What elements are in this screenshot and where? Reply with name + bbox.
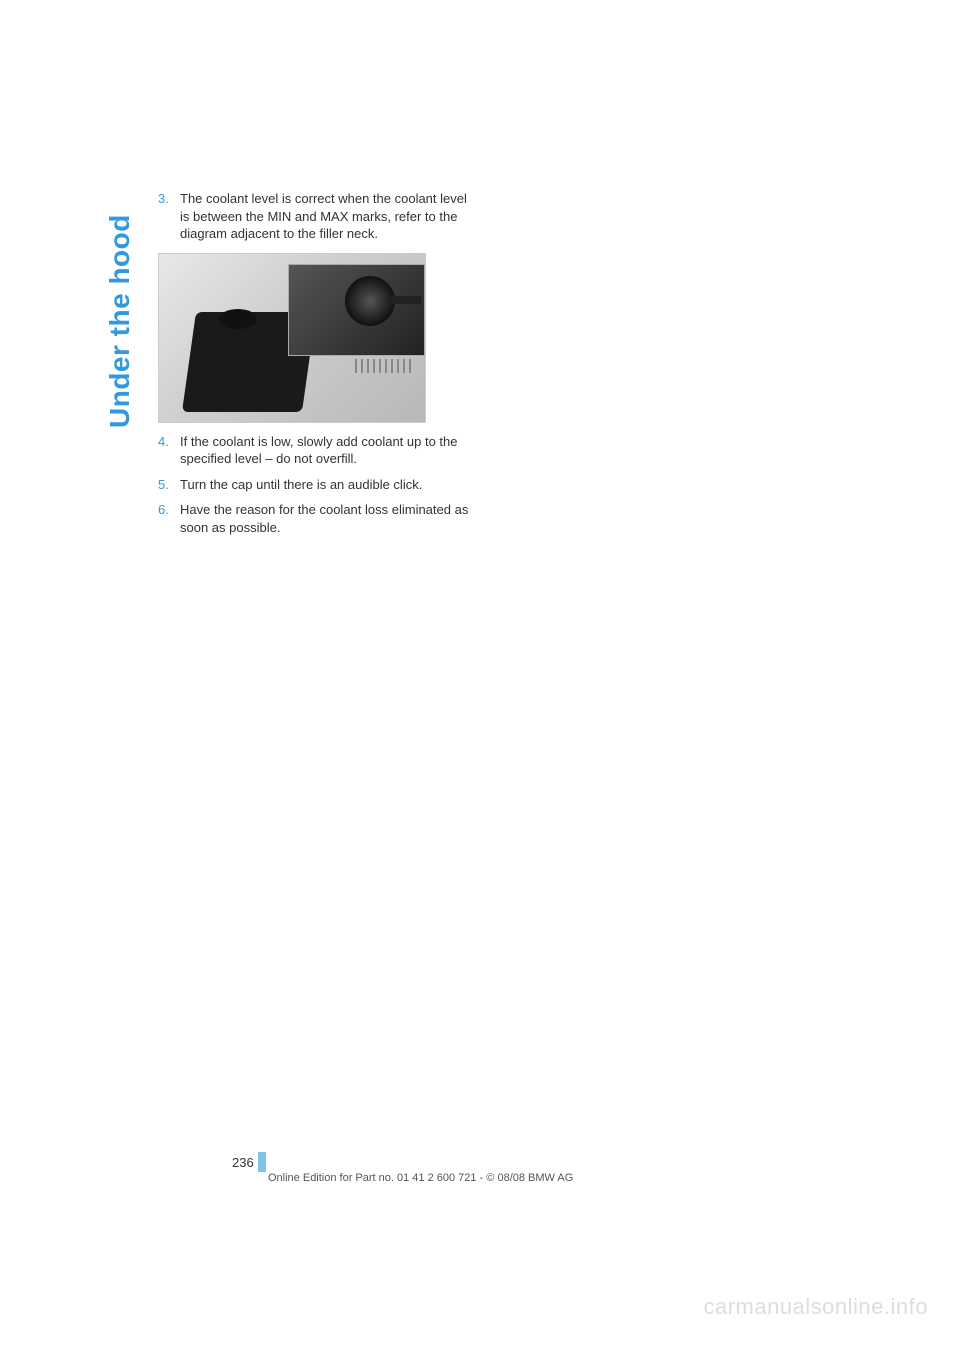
step-4: 4. If the coolant is low, slowly add coo… xyxy=(158,433,478,468)
footer-text: Online Edition for Part no. 01 41 2 600 … xyxy=(268,1172,573,1184)
step-text: If the coolant is low, slowly add coolan… xyxy=(180,433,478,468)
step-number: 4. xyxy=(158,433,180,451)
manual-page: Under the hood 3. The coolant level is c… xyxy=(0,0,960,1358)
page-number-block: 236 xyxy=(232,1152,266,1172)
section-label: Under the hood xyxy=(104,214,136,428)
step-number: 5. xyxy=(158,476,180,494)
reservoir-cap-shape xyxy=(219,309,257,329)
step-text: Turn the cap until there is an audible c… xyxy=(180,476,478,494)
step-number: 6. xyxy=(158,501,180,519)
step-text: Have the reason for the coolant loss eli… xyxy=(180,501,478,536)
coolant-reservoir-figure xyxy=(158,253,426,423)
step-text: The coolant level is correct when the co… xyxy=(180,190,478,243)
watermark: carmanualsonline.info xyxy=(703,1294,928,1320)
step-number: 3. xyxy=(158,190,180,208)
inset-level-marks xyxy=(355,359,415,373)
page-number: 236 xyxy=(232,1155,254,1170)
step-5: 5. Turn the cap until there is an audibl… xyxy=(158,476,478,494)
content-column: 3. The coolant level is correct when the… xyxy=(158,190,478,544)
page-marker xyxy=(258,1152,266,1172)
inset-cap-shape xyxy=(345,276,395,326)
step-6: 6. Have the reason for the coolant loss … xyxy=(158,501,478,536)
inset-spout-shape xyxy=(391,296,421,304)
step-3: 3. The coolant level is correct when the… xyxy=(158,190,478,243)
